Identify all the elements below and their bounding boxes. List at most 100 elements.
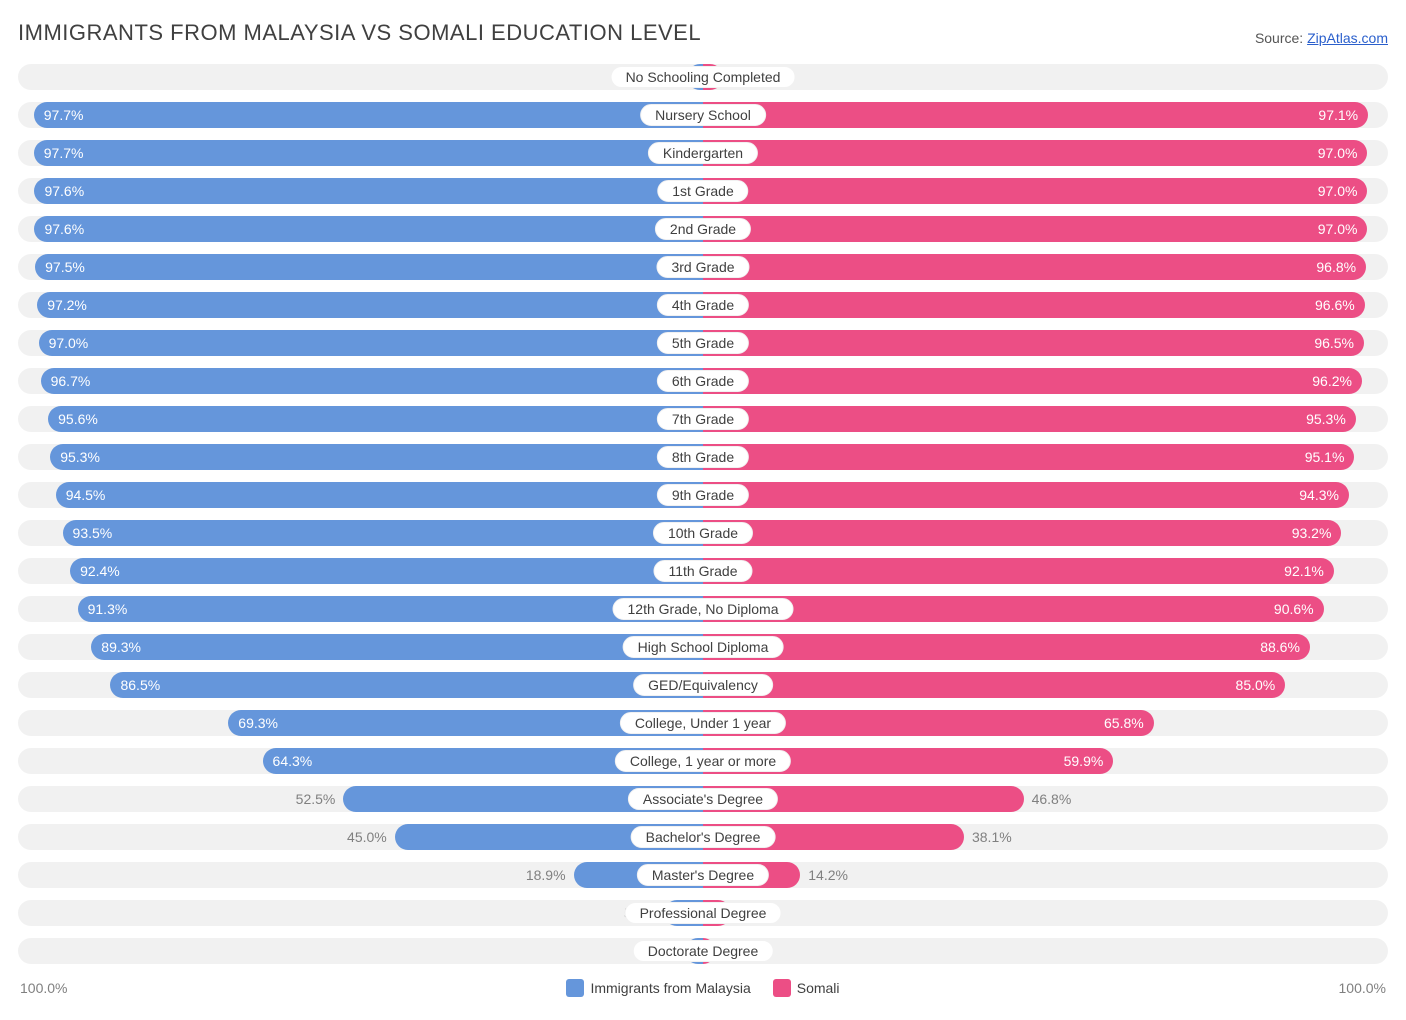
bar-value-right: 97.1%	[1308, 107, 1368, 123]
bar-right: 97.0%	[703, 178, 1367, 204]
chart-row: 64.3%59.9%College, 1 year or more	[18, 748, 1388, 774]
bar-right: 96.6%	[703, 292, 1365, 318]
bar-right: 90.6%	[703, 596, 1324, 622]
bar-value-left: 45.0%	[347, 829, 395, 845]
bar-value-right: 92.1%	[1274, 563, 1334, 579]
legend: Immigrants from Malaysia Somali	[566, 979, 839, 997]
category-label: Professional Degree	[625, 902, 782, 924]
source-link[interactable]: ZipAtlas.com	[1307, 30, 1388, 46]
chart-row: 97.5% 96.8%3rd Grade	[18, 254, 1388, 280]
bar-left: 97.6%	[34, 178, 703, 204]
bar-value-right: 96.6%	[1305, 297, 1365, 313]
row-half-left: 97.7%	[18, 140, 703, 166]
bar-value-left: 91.3%	[78, 601, 138, 617]
row-half-right: 96.6%	[703, 292, 1388, 318]
row-half-left: 97.7%	[18, 102, 703, 128]
bar-value-right: 14.2%	[800, 867, 848, 883]
row-half-left: 64.3%	[18, 748, 703, 774]
bar-value-right: 88.6%	[1250, 639, 1310, 655]
bar-value-left: 86.5%	[110, 677, 170, 693]
chart-row: 91.3% 90.6% 12th Grade, No Diploma	[18, 596, 1388, 622]
row-half-right: 96.2%	[703, 368, 1388, 394]
bar-left: 89.3%	[91, 634, 703, 660]
category-label: 3rd Grade	[656, 256, 749, 278]
category-label: 10th Grade	[653, 522, 753, 544]
category-label: 12th Grade, No Diploma	[613, 598, 794, 620]
chart-row: 95.6%95.3%7th Grade	[18, 406, 1388, 432]
category-label: 7th Grade	[657, 408, 749, 430]
category-label: Nursery School	[640, 104, 766, 126]
chart-row: 97.6%97.0%1st Grade	[18, 178, 1388, 204]
row-half-left: 91.3%	[18, 596, 703, 622]
bar-right: 97.1%	[703, 102, 1368, 128]
legend-item-left: Immigrants from Malaysia	[566, 979, 750, 997]
bar-left: 97.7%	[34, 102, 703, 128]
axis-max-left: 100.0%	[20, 980, 67, 996]
row-half-right: 97.0%	[703, 140, 1388, 166]
row-half-left: 93.5%	[18, 520, 703, 546]
row-half-left: 2.6%	[18, 938, 703, 964]
legend-swatch-left	[566, 979, 584, 997]
bar-value-right: 95.3%	[1296, 411, 1356, 427]
chart-row: 97.7% 97.1% Nursery School	[18, 102, 1388, 128]
bar-left: 97.0%	[39, 330, 703, 356]
category-label: 8th Grade	[657, 446, 749, 468]
chart-row: 94.5%94.3%9th Grade	[18, 482, 1388, 508]
bar-value-left: 97.7%	[34, 107, 94, 123]
row-half-left: 97.6%	[18, 178, 703, 204]
chart-row: 52.5%46.8%Associate's Degree	[18, 786, 1388, 812]
chart-row: 69.3%65.8%College, Under 1 year	[18, 710, 1388, 736]
chart-row: 2.3%2.9%No Schooling Completed	[18, 64, 1388, 90]
bar-right: 92.1%	[703, 558, 1334, 584]
bar-value-right: 65.8%	[1094, 715, 1154, 731]
bar-right: 96.2%	[703, 368, 1362, 394]
row-half-left: 5.7%	[18, 900, 703, 926]
legend-label-left: Immigrants from Malaysia	[590, 980, 750, 996]
bar-value-right: 90.6%	[1264, 601, 1324, 617]
chart-row: 45.0%38.1%Bachelor's Degree	[18, 824, 1388, 850]
bar-value-left: 52.5%	[296, 791, 344, 807]
row-half-right: 46.8%	[703, 786, 1388, 812]
bar-left: 96.7%	[41, 368, 703, 394]
chart-row: 2.6%1.7%Doctorate Degree	[18, 938, 1388, 964]
bar-left: 97.2%	[37, 292, 703, 318]
row-half-left: 89.3%	[18, 634, 703, 660]
bar-value-left: 93.5%	[63, 525, 123, 541]
bar-value-right: 97.0%	[1308, 221, 1368, 237]
chart-row: 18.9%14.2%Master's Degree	[18, 862, 1388, 888]
category-label: 11th Grade	[653, 560, 752, 582]
bar-value-right: 59.9%	[1054, 753, 1114, 769]
row-half-left: 95.3%	[18, 444, 703, 470]
bar-value-right: 93.2%	[1282, 525, 1342, 541]
bar-right: 85.0%	[703, 672, 1285, 698]
bar-right: 95.3%	[703, 406, 1356, 432]
row-half-left: 94.5%	[18, 482, 703, 508]
category-label: Master's Degree	[637, 864, 769, 886]
row-half-left: 97.0%	[18, 330, 703, 356]
row-half-right: 65.8%	[703, 710, 1388, 736]
chart-row: 97.0%96.5%5th Grade	[18, 330, 1388, 356]
row-half-left: 45.0%	[18, 824, 703, 850]
row-half-right: 97.0%	[703, 178, 1388, 204]
bar-right: 96.8%	[703, 254, 1366, 280]
chart-title: IMMIGRANTS FROM MALAYSIA VS SOMALI EDUCA…	[18, 20, 701, 46]
bar-right: 94.3%	[703, 482, 1349, 508]
row-half-left: 86.5%	[18, 672, 703, 698]
bar-value-left: 89.3%	[91, 639, 151, 655]
bar-right: 95.1%	[703, 444, 1354, 470]
bar-value-left: 69.3%	[228, 715, 288, 731]
bar-value-left: 64.3%	[263, 753, 323, 769]
chart-row: 97.2%96.6%4th Grade	[18, 292, 1388, 318]
bar-right: 93.2%	[703, 520, 1341, 546]
row-half-right: 85.0%	[703, 672, 1388, 698]
bar-value-right: 94.3%	[1289, 487, 1349, 503]
row-half-right: 4.1%	[703, 900, 1388, 926]
bar-value-left: 97.5%	[35, 259, 95, 275]
bar-value-left: 92.4%	[70, 563, 130, 579]
bar-value-right: 96.2%	[1302, 373, 1362, 389]
row-half-left: 97.5%	[18, 254, 703, 280]
category-label: 5th Grade	[657, 332, 749, 354]
bar-value-left: 95.3%	[50, 449, 110, 465]
row-half-left: 97.6%	[18, 216, 703, 242]
chart-row: 95.3% 95.1%8th Grade	[18, 444, 1388, 470]
